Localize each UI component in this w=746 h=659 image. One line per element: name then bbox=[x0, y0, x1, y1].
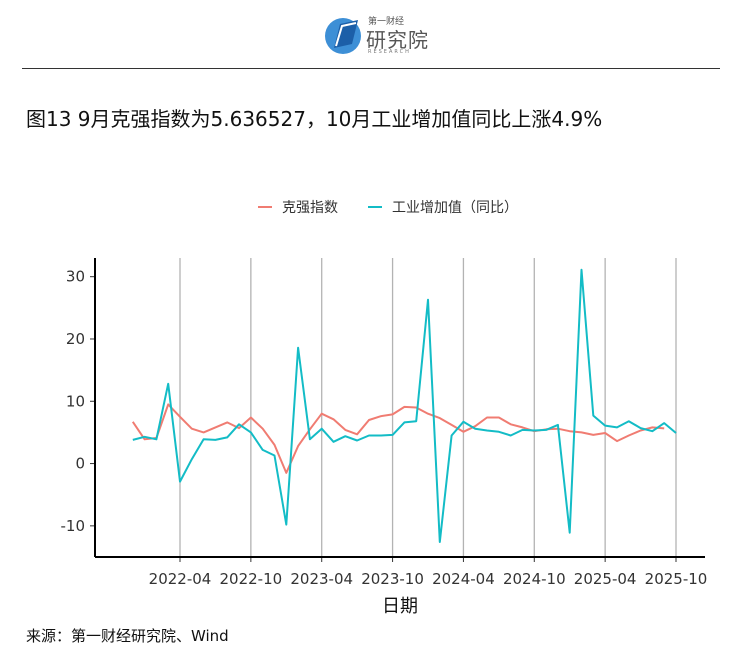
x-tick-label: 2025-10 bbox=[645, 570, 708, 588]
x-tick-label: 2022-10 bbox=[220, 570, 283, 588]
source-note: 来源：第一财经研究院、Wind bbox=[26, 627, 229, 645]
axes: 2022-04 2022-10 2023-04 2023-10 2024-04 2024-… bbox=[61, 258, 708, 588]
y-tick-label: 30 bbox=[66, 268, 85, 286]
y-tick-label: 20 bbox=[66, 330, 85, 348]
logo-text-top: 第一财经 bbox=[368, 17, 405, 27]
legend: 克强指数 工业增加值（同比） bbox=[258, 200, 518, 216]
logo-text-main: 研究院 bbox=[366, 28, 429, 52]
y-tick-label: 0 bbox=[75, 455, 85, 473]
logo-text-sub: RESEARCH bbox=[368, 49, 411, 55]
x-tick-label: 2023-10 bbox=[361, 570, 424, 588]
series-line-2 bbox=[132, 268, 677, 543]
grid-lines bbox=[179, 258, 677, 557]
logo: 第一财经 研究院 RESEARCH bbox=[322, 12, 432, 58]
x-tick-label: 2022-04 bbox=[149, 570, 212, 588]
chart-title: 图13 9月克强指数为5.636527，10月工业增加值同比上涨4.9% bbox=[26, 107, 603, 131]
y-tick-label: -10 bbox=[61, 517, 86, 535]
header-divider bbox=[22, 68, 720, 69]
legend-label-1: 克强指数 bbox=[282, 200, 338, 216]
x-tick-label: 2025-04 bbox=[574, 570, 637, 588]
x-axis-label: 日期 bbox=[382, 596, 418, 617]
x-tick-label: 2024-10 bbox=[503, 570, 566, 588]
series-lines bbox=[131, 268, 677, 543]
x-tick-label: 2023-04 bbox=[290, 570, 353, 588]
line-chart: 克强指数 工业增加值（同比） 2022-04 2022-10 2023-04 2023-… bbox=[61, 200, 708, 617]
logo-mark-icon bbox=[325, 18, 361, 54]
y-tick-label: 10 bbox=[66, 392, 85, 410]
series-line-1 bbox=[131, 403, 665, 474]
x-tick-label: 2024-04 bbox=[432, 570, 495, 588]
legend-label-2: 工业增加值（同比） bbox=[392, 200, 518, 216]
